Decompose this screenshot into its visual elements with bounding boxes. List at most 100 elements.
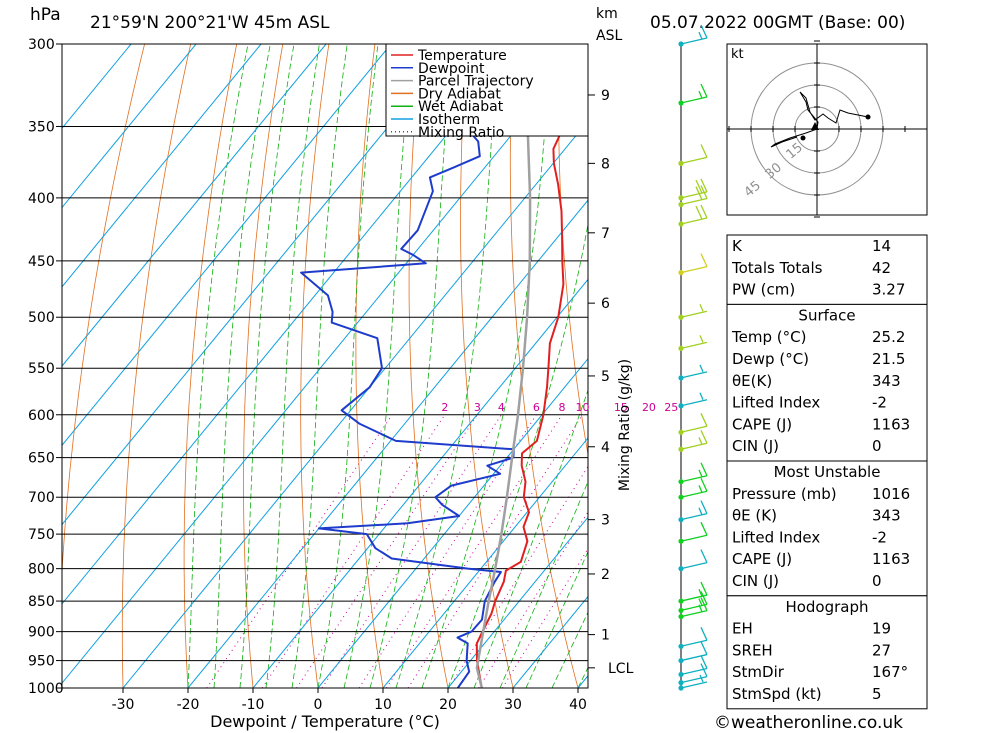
- isotherm-line: [447, 516, 588, 688]
- wind-barb-flag: [698, 507, 703, 516]
- wind-barb-flag: [698, 598, 703, 606]
- table-section-indices: [726, 234, 928, 305]
- series-line-parcel-trajectory: [475, 44, 532, 688]
- wind-barb: [678, 335, 708, 352]
- wind-barb-shaft: [680, 197, 708, 206]
- table-label: Dewp (°C): [732, 350, 809, 368]
- wind-barb-flag: [700, 178, 708, 193]
- dry-adiabat-line: [928, 44, 1000, 688]
- wind-barb: [678, 581, 708, 604]
- wet-adiabat-line: [551, 611, 588, 688]
- pressure-tick-label: 1000: [28, 681, 64, 697]
- wet-adiabat-line: [499, 480, 588, 688]
- km-tick-label: 7: [601, 226, 610, 242]
- table-value: 0: [872, 437, 882, 455]
- wind-barb: [678, 204, 708, 227]
- wind-barb-shaft: [680, 266, 708, 274]
- pressure-tick-label: 950: [28, 654, 55, 670]
- pressure-tick-label: 800: [28, 562, 55, 578]
- hodograph-endpoint: [865, 114, 871, 120]
- wind-barb-flag: [700, 597, 708, 611]
- dry-adiabat-line: [974, 44, 1000, 688]
- pressure-tick-label: 300: [28, 37, 55, 53]
- pressure-ticks: 300 350 400 450 500 550 600 650 700 750 800 850 900 9…: [28, 37, 64, 697]
- mixing-ratio-axis-title: Mixing Ratio (g/kg): [617, 359, 633, 491]
- table-value: -2: [872, 528, 887, 546]
- isotherm-line: [317, 357, 588, 688]
- table-value: 27: [872, 641, 891, 659]
- legend-label: Parcel Trajectory: [418, 74, 534, 90]
- wind-barb-flag: [699, 364, 704, 373]
- table-label: θE(K): [732, 372, 772, 390]
- wind-barb-flag: [700, 430, 708, 444]
- wind-barb: [678, 83, 708, 106]
- legend-box: [385, 43, 589, 137]
- wind-barb: [678, 364, 708, 381]
- wind-barb-shaft: [680, 371, 708, 379]
- x-axis-title: Dewpoint / Temperature (°C): [210, 712, 440, 731]
- wind-barb-shaft: [680, 217, 708, 225]
- plot-frame: [61, 43, 589, 689]
- mixing-ratio-label: 2: [441, 401, 448, 414]
- km-tick-label: 8: [601, 156, 610, 172]
- wet-adiabat-line: [343, 44, 414, 688]
- asl-label: ASL: [596, 28, 622, 44]
- location-title: 21°59'N 200°21'W 45m ASL: [90, 13, 330, 33]
- wind-barb-shaft: [680, 667, 708, 676]
- legend-label: Mixing Ratio: [418, 125, 504, 141]
- wind-barb-flag: [700, 549, 708, 563]
- isotherm-line: [187, 199, 588, 688]
- wind-barb-shaft: [680, 475, 708, 483]
- wind-barb: [678, 521, 708, 544]
- table-label: θE (K): [732, 507, 777, 525]
- legend-label: Dry Adiabat: [418, 86, 501, 102]
- wind-barb-flag: [695, 205, 703, 220]
- km-tick-label: 9: [601, 88, 610, 104]
- wind-barb-shaft: [680, 562, 708, 570]
- km-tick-label: 4: [601, 440, 610, 456]
- legend-label: Dewpoint: [418, 61, 485, 77]
- wind-barb: [678, 641, 708, 664]
- wind-barb-shaft: [680, 37, 708, 45]
- mixing-ratio-label: 10: [576, 401, 590, 414]
- table-section-title: Surface: [798, 306, 855, 324]
- wind-barb-shaft: [680, 341, 708, 350]
- wind-barb-shaft: [680, 156, 708, 164]
- wind-barb-flag: [698, 485, 703, 493]
- table-label: Temp (°C): [731, 328, 806, 346]
- wind-barb-flag: [700, 581, 708, 596]
- table-label: EH: [732, 620, 753, 638]
- wind-barb-dot: [678, 671, 684, 678]
- km-tick-label: 1: [601, 628, 610, 644]
- table-label: Totals Totals: [731, 259, 823, 277]
- temperature-tick-label: 40: [569, 697, 587, 713]
- hodograph-trace: [770, 91, 869, 148]
- table-label: CAPE (J): [732, 550, 792, 568]
- wind-barb-shaft: [680, 513, 708, 521]
- wet-adiabat-line: [317, 44, 379, 688]
- temperature-tick-label: -20: [177, 697, 200, 713]
- table-label: PW (cm): [732, 281, 795, 299]
- wind-profile: [678, 24, 708, 691]
- table-label: Lifted Index: [732, 528, 820, 546]
- wind-barb: [678, 413, 708, 435]
- wind-barb: [678, 144, 708, 166]
- isotherm-line: [62, 44, 392, 447]
- wet-adiabat-line: [291, 44, 348, 688]
- pressure-tick-label: 850: [28, 594, 55, 610]
- wind-barb-flag: [700, 500, 708, 514]
- mixing-ratio-label: 15: [614, 401, 628, 414]
- table-label: CAPE (J): [732, 415, 792, 433]
- wind-barb: [678, 462, 708, 485]
- isotherm-line: [62, 44, 457, 526]
- table-value: 19: [872, 620, 891, 638]
- temperature-tick-label: 20: [439, 697, 457, 713]
- temperature-ticks: -30 -20 -10 0 10 20 30 40: [112, 688, 587, 713]
- hodograph-endpoint: [800, 135, 806, 141]
- storm-motion-marker: [811, 122, 819, 130]
- wind-barb: [678, 663, 708, 686]
- isotherm-line: [62, 44, 522, 605]
- km-tick-label: 6: [601, 296, 610, 312]
